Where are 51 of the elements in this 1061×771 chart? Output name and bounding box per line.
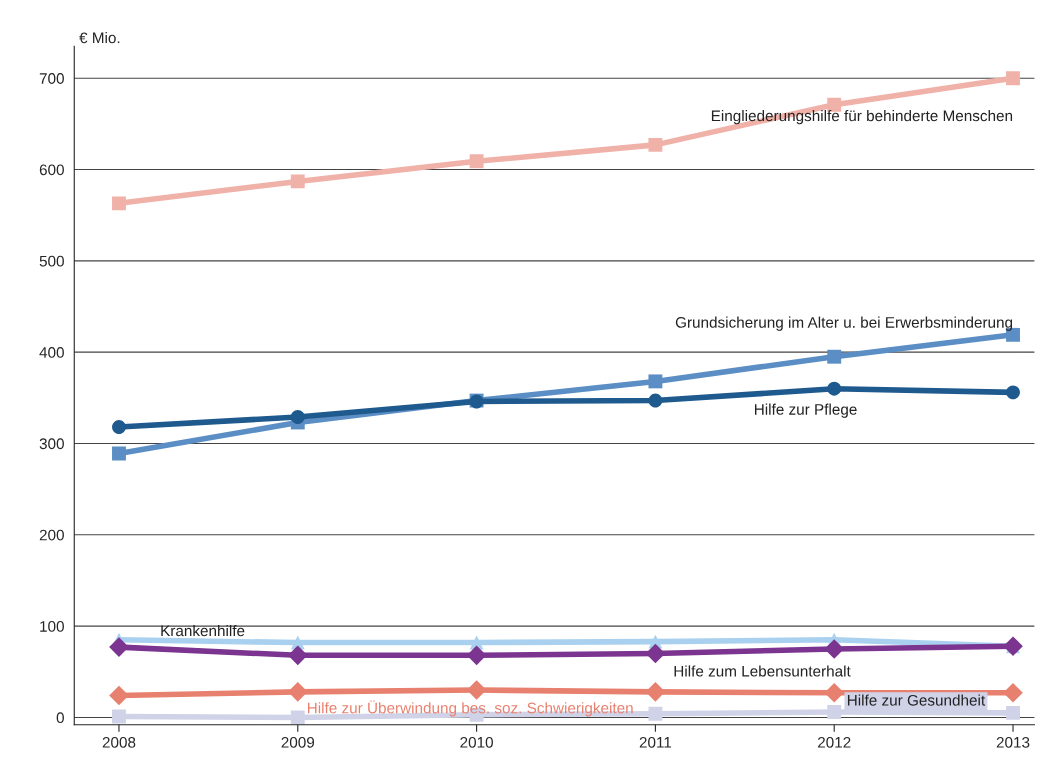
series-label: Grundsicherung im Alter u. bei Erwerbsminderung (675, 316, 1013, 331)
y-tick-label: 200 (39, 529, 64, 541)
point (827, 381, 842, 396)
point (290, 174, 305, 189)
series-label: Hilfe zur Überwindung bes. soz. Schwierigkeiten (307, 700, 633, 717)
point (824, 639, 845, 659)
y-tick-label: 500 (39, 255, 64, 267)
point (827, 705, 842, 719)
point (469, 154, 484, 169)
series-label: Hilfe zum Lebensunterhalt (674, 665, 851, 677)
point (290, 410, 305, 424)
y-tick-label: 700 (39, 73, 64, 84)
point (648, 137, 663, 152)
x-tick-label: 2011 (639, 736, 672, 748)
x-tick-label: 2009 (281, 736, 315, 748)
y-tick-label: 100 (40, 620, 64, 632)
series-label: Krankenhilfe (161, 624, 245, 637)
point (645, 682, 666, 702)
x-tick-label: 2013 (996, 736, 1030, 748)
point (1006, 385, 1020, 400)
point (466, 680, 487, 700)
point (466, 645, 487, 666)
point (645, 643, 666, 664)
point (287, 645, 308, 666)
point (1006, 71, 1020, 86)
point (112, 446, 126, 461)
point (290, 710, 305, 725)
point (827, 349, 842, 364)
point (648, 393, 663, 408)
series-label: Hilfe zur Gesundheit (847, 694, 986, 706)
y-tick-label: 400 (39, 347, 64, 358)
y-tick-label: 600 (39, 164, 64, 176)
x-tick-label: 2008 (102, 736, 136, 748)
point (648, 374, 663, 389)
series-label: Hilfe zur Pflege (755, 403, 857, 418)
point (112, 709, 126, 724)
point (112, 420, 126, 434)
point (109, 685, 129, 706)
y-tick-label: 0 (56, 712, 64, 724)
point (824, 682, 845, 703)
x-tick-label: 2010 (460, 736, 493, 748)
point (1006, 705, 1020, 720)
x-tick-label: 2012 (817, 736, 851, 748)
point (109, 637, 129, 657)
point (648, 706, 663, 721)
point (1003, 682, 1023, 703)
y-axis-title: € Mio. (79, 32, 120, 44)
point (112, 196, 126, 211)
series-label: Eingliederungshilfe für behinderte Menschen (711, 109, 1013, 125)
y-tick-label: 300 (39, 438, 64, 450)
point (287, 682, 308, 702)
